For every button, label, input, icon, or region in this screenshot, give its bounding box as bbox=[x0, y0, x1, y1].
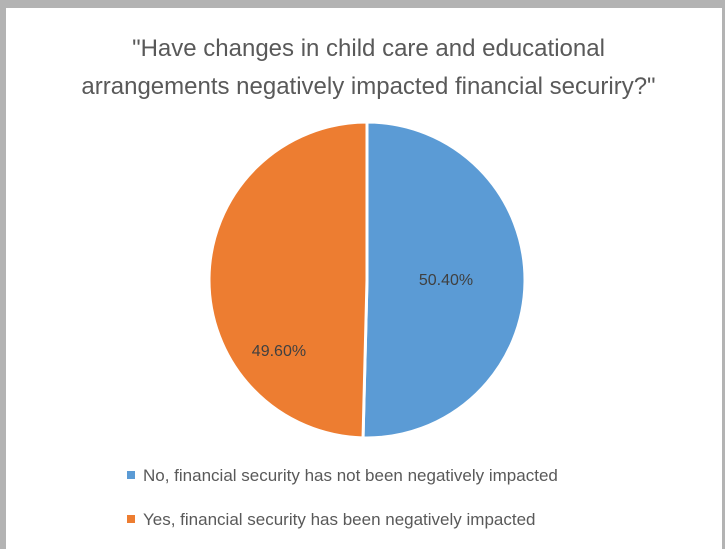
pie-label-no: 50.40% bbox=[419, 272, 473, 289]
legend-swatch-no bbox=[127, 470, 135, 479]
pie-label-yes: 49.60% bbox=[252, 343, 306, 360]
pie-slice-yes bbox=[207, 120, 369, 440]
legend-item-yes: Yes, financial security has been negativ… bbox=[127, 510, 536, 530]
chart-title-line-2: arrangements negatively impacted financi… bbox=[81, 73, 656, 100]
legend-label-yes: Yes, financial security has been negativ… bbox=[143, 510, 536, 529]
legend-swatch-yes bbox=[127, 514, 135, 523]
legend-item-no: No, financial security has not been nega… bbox=[127, 466, 558, 486]
chart-title-line-1: "Have changes in child care and educatio… bbox=[132, 35, 605, 62]
pie-slice-no bbox=[361, 120, 527, 440]
legend-label-no: No, financial security has not been nega… bbox=[143, 466, 558, 485]
